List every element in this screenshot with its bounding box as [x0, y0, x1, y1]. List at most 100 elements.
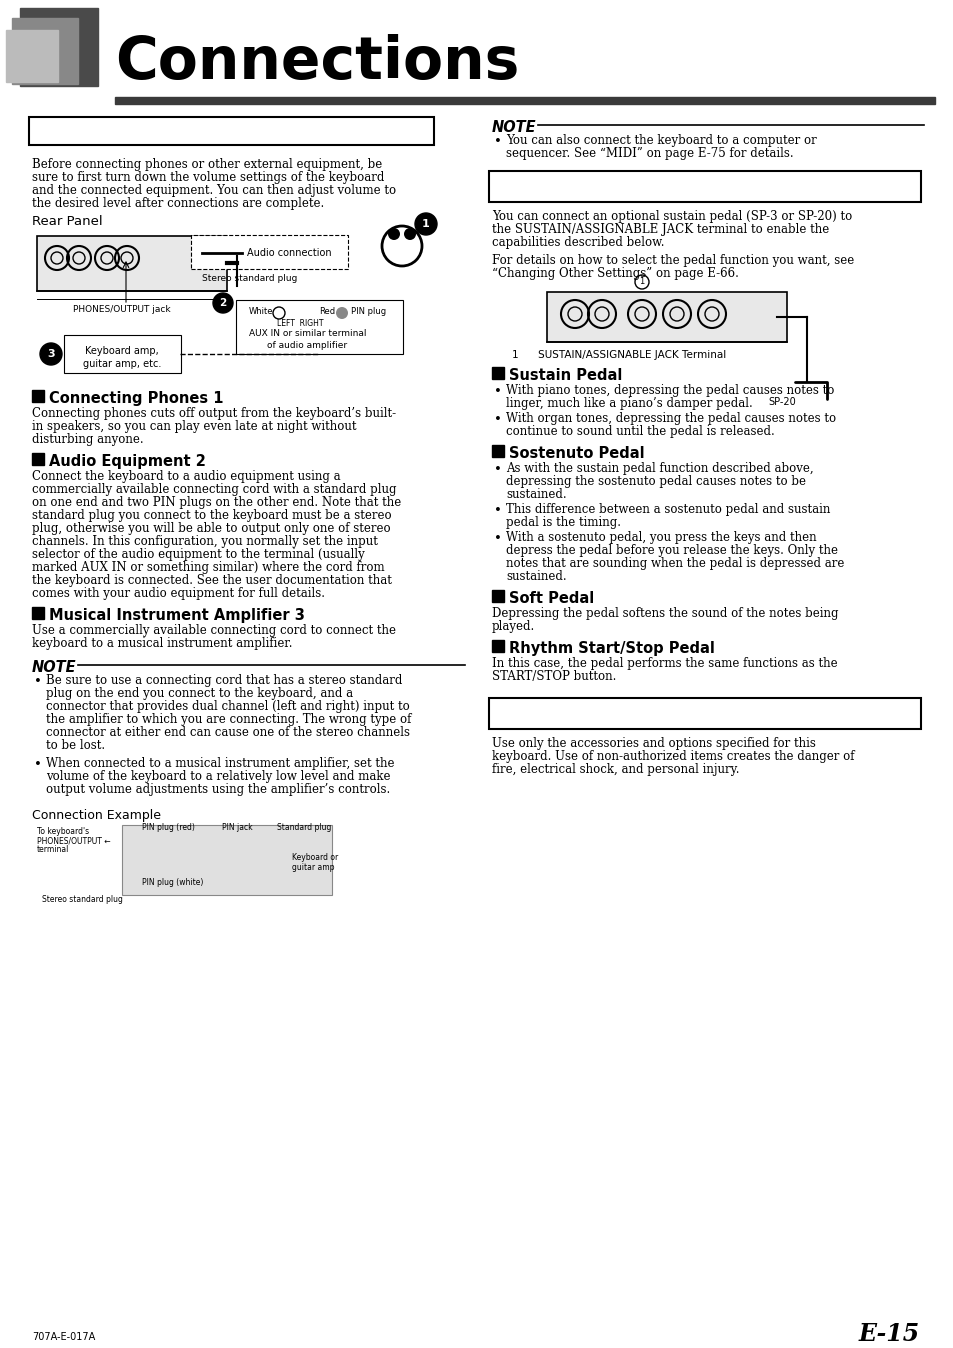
- Text: output volume adjustments using the amplifier’s controls.: output volume adjustments using the ampl…: [46, 783, 390, 797]
- Text: Connect the keyboard to a audio equipment using a: Connect the keyboard to a audio equipmen…: [32, 470, 340, 483]
- Bar: [492, 367, 503, 379]
- Text: With organ tones, depressing the pedal causes notes to: With organ tones, depressing the pedal c…: [505, 412, 835, 425]
- Text: pedal is the timing.: pedal is the timing.: [505, 516, 620, 528]
- Text: In this case, the pedal performs the same functions as the: In this case, the pedal performs the sam…: [492, 656, 837, 670]
- Text: Stereo standard plug: Stereo standard plug: [42, 895, 123, 905]
- Text: •: •: [34, 675, 42, 687]
- Text: •: •: [494, 386, 501, 398]
- Text: commercially available connecting cord with a standard plug: commercially available connecting cord w…: [32, 483, 396, 496]
- Circle shape: [415, 213, 436, 235]
- Text: 2: 2: [219, 298, 227, 307]
- Bar: [29, 117, 434, 146]
- Text: plug on the end you connect to the keyboard, and a: plug on the end you connect to the keybo…: [46, 687, 353, 700]
- Text: and the connected equipment. You can then adjust volume to: and the connected equipment. You can the…: [32, 183, 395, 197]
- Text: guitar amp: guitar amp: [292, 863, 335, 872]
- Text: Musical Instrument Amplifier 3: Musical Instrument Amplifier 3: [49, 608, 305, 623]
- Bar: [32, 390, 44, 402]
- Bar: [492, 445, 503, 457]
- Text: of audio amplifier: of audio amplifier: [267, 341, 347, 349]
- Text: Connections: Connections: [115, 34, 518, 90]
- Text: •: •: [494, 462, 501, 476]
- Text: Sustain Pedal: Sustain Pedal: [509, 368, 621, 383]
- Text: 1: 1: [421, 218, 430, 229]
- Text: PIN plug: PIN plug: [351, 306, 386, 315]
- Text: LEFT  RIGHT: LEFT RIGHT: [276, 318, 323, 328]
- Text: the keyboard is connected. See the user documentation that: the keyboard is connected. See the user …: [32, 574, 392, 586]
- Text: disturbing anyone.: disturbing anyone.: [32, 433, 144, 446]
- Text: Stereo standard plug: Stereo standard plug: [202, 274, 297, 283]
- Text: standard plug you connect to the keyboard must be a stereo: standard plug you connect to the keyboar…: [32, 510, 392, 522]
- Text: Keyboard or: Keyboard or: [292, 853, 338, 861]
- Text: To keyboard's: To keyboard's: [37, 828, 89, 836]
- Circle shape: [388, 228, 399, 240]
- FancyBboxPatch shape: [235, 301, 402, 355]
- Text: depress the pedal before you release the keys. Only the: depress the pedal before you release the…: [505, 545, 837, 557]
- Text: sustained.: sustained.: [505, 488, 566, 501]
- Circle shape: [335, 307, 348, 319]
- Circle shape: [213, 293, 233, 313]
- Text: channels. In this configuration, you normally set the input: channels. In this configuration, you nor…: [32, 535, 377, 549]
- Text: depressing the sostenuto pedal causes notes to be: depressing the sostenuto pedal causes no…: [505, 474, 805, 488]
- Text: keyboard to a musical instrument amplifier.: keyboard to a musical instrument amplifi…: [32, 638, 293, 650]
- Text: Phones/Output Terminal: Phones/Output Terminal: [37, 123, 255, 137]
- Text: on one end and two PIN plugs on the other end. Note that the: on one end and two PIN plugs on the othe…: [32, 496, 401, 510]
- Text: Audio connection: Audio connection: [247, 248, 332, 257]
- FancyBboxPatch shape: [191, 235, 348, 270]
- Circle shape: [40, 342, 62, 365]
- Text: keyboard. Use of non-authorized items creates the danger of: keyboard. Use of non-authorized items cr…: [492, 749, 854, 763]
- Text: fire, electrical shock, and personal injury.: fire, electrical shock, and personal inj…: [492, 763, 739, 776]
- Text: comes with your audio equipment for full details.: comes with your audio equipment for full…: [32, 586, 325, 600]
- Text: Red: Red: [318, 306, 335, 315]
- Text: 707A-E-017A: 707A-E-017A: [32, 1332, 95, 1343]
- Text: NOTE: NOTE: [492, 120, 536, 135]
- Text: Use a commercially available connecting cord to connect the: Use a commercially available connecting …: [32, 624, 395, 638]
- Text: notes that are sounding when the pedal is depressed are: notes that are sounding when the pedal i…: [505, 557, 843, 570]
- Bar: [6, 30, 58, 82]
- Text: played.: played.: [492, 620, 535, 634]
- Bar: [32, 607, 44, 619]
- Bar: [492, 640, 503, 652]
- Text: the amplifier to which you are connecting. The wrong type of: the amplifier to which you are connectin…: [46, 713, 411, 727]
- Text: Sustain/Assignable jack Terminal: Sustain/Assignable jack Terminal: [497, 177, 794, 191]
- Text: PHONES/OUTPUT jack: PHONES/OUTPUT jack: [73, 305, 171, 314]
- Text: guitar amp, etc.: guitar amp, etc.: [83, 359, 161, 369]
- Text: You can connect an optional sustain pedal (SP-3 or SP-20) to: You can connect an optional sustain peda…: [492, 210, 851, 222]
- Text: START/STOP button.: START/STOP button.: [492, 670, 616, 683]
- Text: in speakers, so you can play even late at night without: in speakers, so you can play even late a…: [32, 421, 356, 433]
- Circle shape: [403, 228, 416, 240]
- Bar: [122, 825, 332, 895]
- Text: linger, much like a piano’s damper pedal.: linger, much like a piano’s damper pedal…: [505, 398, 752, 410]
- Bar: [32, 453, 44, 465]
- Text: •: •: [494, 412, 501, 426]
- Text: PIN plug (red): PIN plug (red): [142, 824, 194, 832]
- Text: Connection Example: Connection Example: [32, 809, 161, 822]
- Text: the SUSTAIN/ASSIGNABLE JACK terminal to enable the: the SUSTAIN/ASSIGNABLE JACK terminal to …: [492, 222, 828, 236]
- Text: Rear Panel: Rear Panel: [32, 214, 103, 228]
- Text: This difference between a sostenuto pedal and sustain: This difference between a sostenuto peda…: [505, 503, 829, 516]
- Bar: [492, 590, 503, 603]
- Text: terminal: terminal: [37, 845, 70, 855]
- Text: PIN plug (white): PIN plug (white): [142, 878, 203, 887]
- Text: Use only the accessories and options specified for this: Use only the accessories and options spe…: [492, 737, 815, 749]
- Text: E-15: E-15: [858, 1322, 919, 1347]
- Text: 3: 3: [47, 349, 54, 359]
- Text: Depressing the pedal softens the sound of the notes being: Depressing the pedal softens the sound o…: [492, 607, 838, 620]
- Text: capabilities described below.: capabilities described below.: [492, 236, 664, 249]
- Bar: [546, 293, 786, 342]
- Text: connector at either end can cause one of the stereo channels: connector at either end can cause one of…: [46, 727, 410, 739]
- Text: •: •: [494, 504, 501, 518]
- Text: selector of the audio equipment to the terminal (usually: selector of the audio equipment to the t…: [32, 549, 364, 561]
- Text: With a sostenuto pedal, you press the keys and then: With a sostenuto pedal, you press the ke…: [505, 531, 816, 545]
- Text: the desired level after connections are complete.: the desired level after connections are …: [32, 197, 324, 210]
- Text: White: White: [249, 306, 274, 315]
- FancyArrowPatch shape: [794, 381, 826, 399]
- Text: As with the sustain pedal function described above,: As with the sustain pedal function descr…: [505, 462, 813, 474]
- Text: Connecting Phones 1: Connecting Phones 1: [49, 391, 223, 406]
- Text: With piano tones, depressing the pedal causes notes to: With piano tones, depressing the pedal c…: [505, 384, 834, 398]
- Text: 1      SUSTAIN/ASSIGNABLE JACK Terminal: 1 SUSTAIN/ASSIGNABLE JACK Terminal: [512, 350, 725, 360]
- Text: Rhythm Start/Stop Pedal: Rhythm Start/Stop Pedal: [509, 642, 714, 656]
- Text: •: •: [34, 758, 42, 771]
- Text: “Changing Other Settings” on page E-66.: “Changing Other Settings” on page E-66.: [492, 267, 739, 280]
- Text: PIN jack: PIN jack: [222, 824, 253, 832]
- Text: •: •: [494, 532, 501, 545]
